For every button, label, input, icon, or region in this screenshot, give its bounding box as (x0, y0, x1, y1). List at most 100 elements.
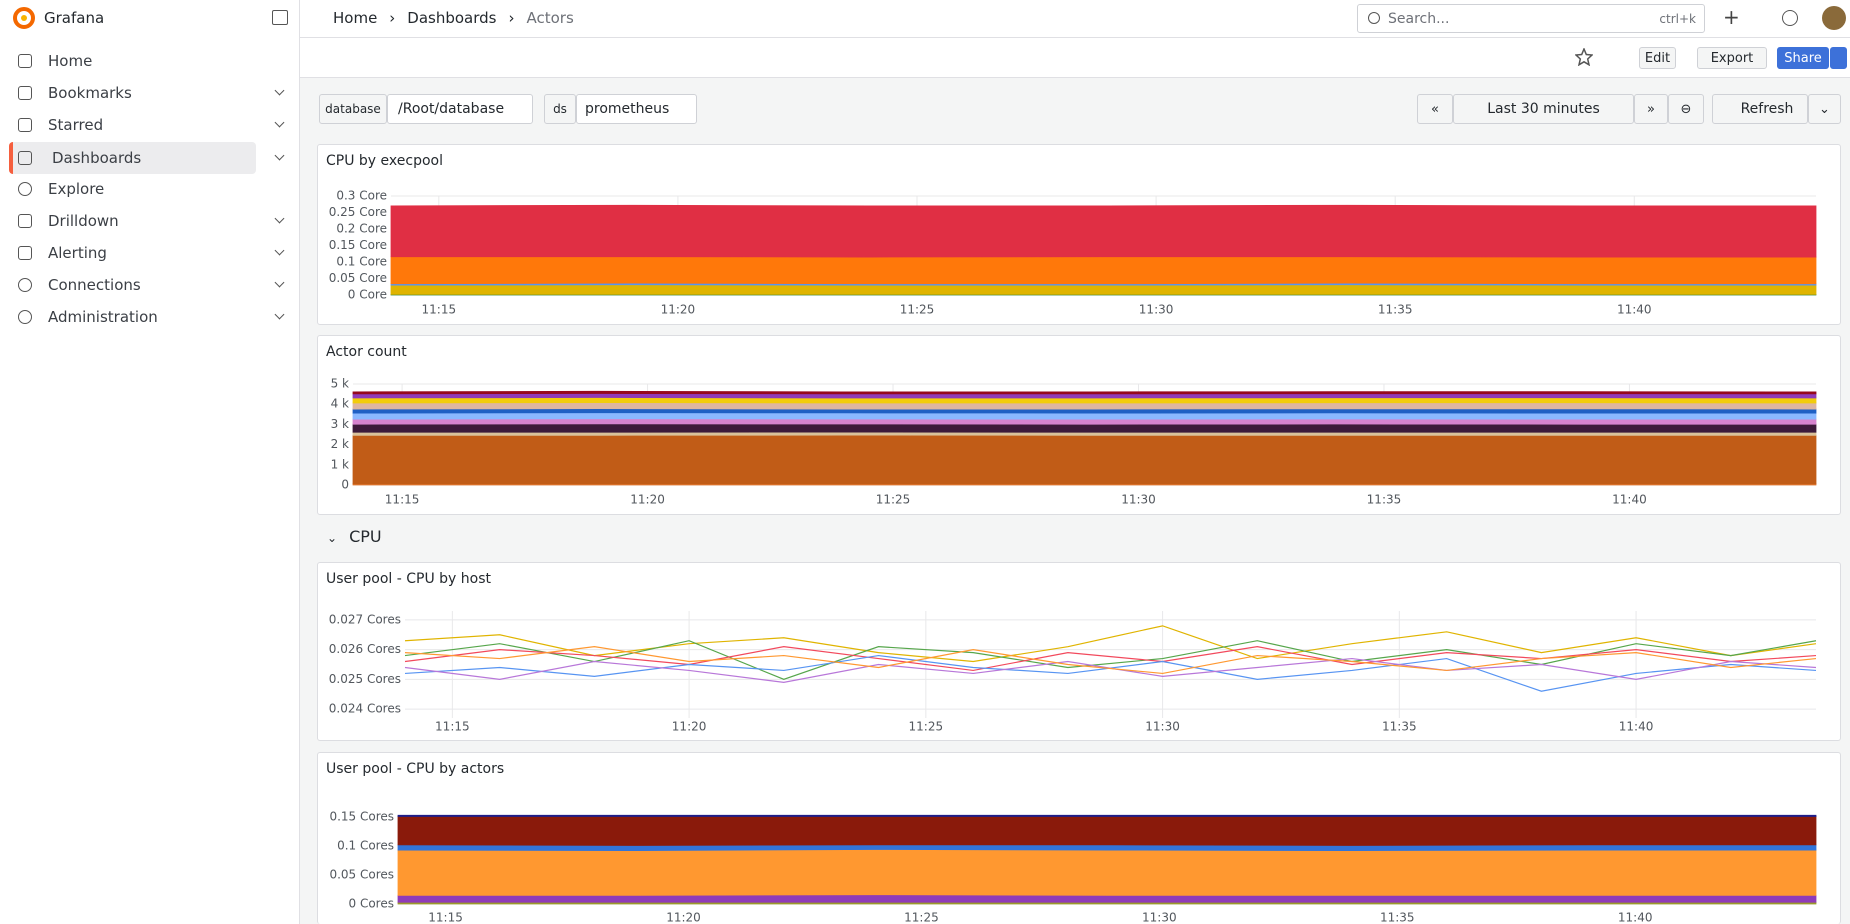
help-button[interactable] (1782, 10, 1798, 26)
y-tick-label: 0.027 Cores (329, 612, 401, 626)
nav-label: Dashboards (52, 149, 142, 167)
chart: 0 1 k 2 k 3 k 4 k 5 k 11:15 11:20 11:25 11:30 11:3… (331, 377, 1817, 507)
nav-item[interactable]: Dashboards (9, 142, 256, 174)
row-header[interactable]: ⌄ CPU (327, 527, 382, 546)
nav-item[interactable]: Bookmarks (0, 77, 300, 109)
x-tick-label: 11:25 (904, 911, 939, 924)
y-tick-label: 0.1 Cores (337, 839, 394, 853)
y-tick-label: 1 k (331, 457, 349, 471)
nav-item[interactable]: Explore (0, 173, 300, 205)
y-tick-label: 4 k (331, 397, 349, 411)
refresh-menu[interactable]: ⌄ (1808, 94, 1841, 124)
x-tick-label: 11:20 (666, 911, 701, 924)
search-icon (1368, 12, 1380, 24)
time-picker[interactable]: Last 30 minutes (1453, 94, 1634, 124)
y-tick-label: 0.05 Cores (329, 868, 394, 882)
area (352, 402, 1817, 410)
y-tick-label: 5 k (331, 377, 349, 391)
logo (13, 7, 35, 29)
y-tick-label: 0.026 Cores (329, 642, 401, 656)
variable-select[interactable]: /Root/database (387, 94, 533, 124)
variable-select[interactable]: prometheus (576, 94, 697, 124)
edit-button[interactable]: Edit (1639, 47, 1676, 69)
dashboard-toolbar: Edit Export Share (300, 38, 1850, 78)
panel-title: User pool - CPU by actors (326, 761, 505, 777)
nav-label: Explore (48, 180, 105, 198)
panel-title: Actor count (326, 344, 407, 360)
separator: › (508, 9, 515, 27)
area (397, 849, 1817, 896)
y-tick-label: 0 Core (348, 288, 387, 302)
y-tick-label: 2 k (331, 437, 349, 451)
chevron (274, 150, 285, 161)
line (404, 657, 1817, 683)
y-tick-label: 0.15 Cores (329, 810, 394, 824)
nav-label: Connections (48, 276, 141, 294)
export-button[interactable]: Export (1697, 47, 1767, 69)
refresh-button[interactable]: Refresh (1712, 94, 1808, 124)
panel-title: User pool - CPU by host (326, 571, 491, 587)
nav-item[interactable]: Administration (0, 301, 300, 333)
nav-item[interactable]: Home (0, 45, 300, 77)
chart: 0 Cores 0.05 Cores 0.1 Cores 0.15 Cores 11:1… (329, 810, 1817, 924)
nav-label: Drilldown (48, 212, 119, 230)
panel: 0.024 Cores 0.025 Cores 0.026 Cores 0.027 C… (317, 562, 1841, 741)
y-tick-label: 0.1 Core (336, 255, 387, 269)
line (404, 654, 1817, 692)
area (397, 894, 1817, 903)
panel: 0 Core 0.05 Core 0.1 Core 0.15 Core 0.2 Core… (317, 144, 1841, 325)
search-shortcut: ctrl+k (1659, 12, 1696, 26)
breadcrumb[interactable]: Dashboards (407, 9, 497, 27)
x-tick-label: 11:20 (661, 303, 696, 317)
time-back[interactable]: « (1417, 94, 1453, 124)
x-tick-label: 11:25 (909, 720, 944, 734)
nav-item[interactable]: Starred (0, 109, 300, 141)
variable-label: database (319, 94, 387, 124)
nav-item[interactable]: Connections (0, 269, 300, 301)
y-tick-label: 0.2 Core (336, 222, 387, 236)
x-tick-label: 11:35 (1380, 911, 1415, 924)
x-tick-label: 11:25 (876, 493, 911, 507)
panel: 0 Cores 0.05 Cores 0.1 Cores 0.15 Cores 11:1… (317, 752, 1841, 924)
time-forward[interactable]: » (1634, 94, 1668, 124)
row-title: CPU (349, 527, 382, 546)
area (352, 412, 1817, 420)
x-tick-label: 11:15 (435, 720, 470, 734)
nav-label: Home (48, 52, 93, 70)
share-menu[interactable] (1830, 47, 1847, 69)
zoom-out[interactable]: ⊖ (1668, 94, 1704, 124)
nav-item[interactable]: Alerting (0, 237, 300, 269)
search-box[interactable]: Search... ctrl+k (1357, 4, 1705, 33)
area (390, 284, 1817, 295)
y-tick-label: 0.025 Cores (329, 672, 401, 686)
x-tick-label: 11:30 (1139, 303, 1174, 317)
area (390, 256, 1817, 285)
area (352, 423, 1817, 433)
x-tick-label: 11:30 (1142, 911, 1177, 924)
breadcrumb[interactable]: Home (333, 9, 378, 27)
area (352, 434, 1817, 485)
add-button[interactable]: + (1723, 5, 1740, 29)
x-tick-label: 11:15 (385, 493, 420, 507)
x-tick-label: 11:40 (1612, 493, 1647, 507)
avatar[interactable] (1822, 6, 1846, 30)
nav-label: Alerting (48, 244, 107, 262)
area (397, 816, 1817, 846)
nav-item[interactable]: Drilldown (0, 205, 300, 237)
star-button[interactable] (1575, 48, 1593, 66)
share-button[interactable]: Share (1777, 47, 1829, 69)
chart: 0 Core 0.05 Core 0.1 Core 0.15 Core 0.2 Core… (329, 189, 1817, 317)
area (352, 390, 1817, 395)
sidebar: Grafana Home Bookmarks Starred Dashboard… (0, 0, 300, 924)
y-tick-label: 0.05 Core (329, 271, 387, 285)
y-tick-label: 0.3 Core (336, 189, 387, 203)
nav-label: Starred (48, 116, 104, 134)
top-bar: Home › Dashboards › Actors Search... ctrl+… (300, 0, 1850, 38)
separator: › (389, 9, 396, 27)
dock-button[interactable] (272, 10, 288, 25)
breadcrumb: Actors (526, 9, 574, 27)
x-tick-label: 11:20 (672, 720, 707, 734)
x-tick-label: 11:25 (900, 303, 935, 317)
y-tick-label: 0.15 Core (329, 238, 387, 252)
